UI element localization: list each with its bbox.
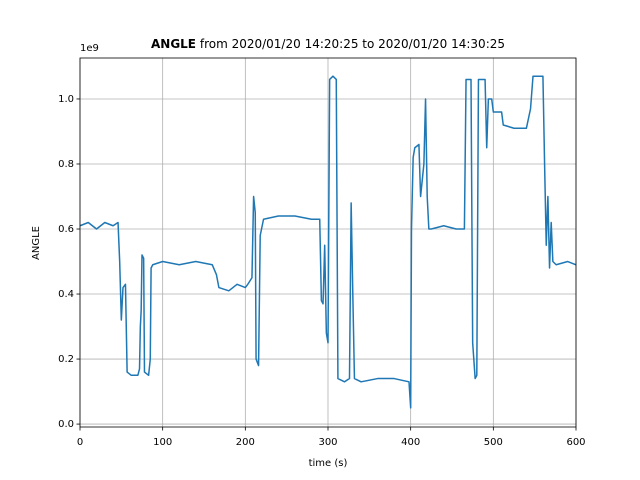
offset-label: 1e9 <box>80 43 99 54</box>
x-tick-label: 100 <box>153 437 172 448</box>
x-tick-label: 400 <box>401 437 420 448</box>
x-tick-label: 0 <box>77 437 83 448</box>
x-tick-label: 500 <box>484 437 503 448</box>
title-bold: ANGLE <box>151 37 196 51</box>
x-tick-label: 200 <box>236 437 255 448</box>
chart-title: ANGLE from 2020/01/20 14:20:25 to 2020/0… <box>151 37 505 51</box>
y-axis-label: ANGLE <box>31 226 42 260</box>
plot-frame <box>79 57 577 428</box>
x-axis-label: time (s) <box>309 458 348 469</box>
y-tick-label: 1.0 <box>58 94 74 105</box>
y-tick-label: 0.2 <box>58 354 74 365</box>
data-line <box>79 75 577 409</box>
x-tick-label: 600 <box>566 437 585 448</box>
y-tick-label: 0.6 <box>58 224 74 235</box>
y-tick-label: 0.0 <box>58 419 74 430</box>
title-rest: from 2020/01/20 14:20:25 to 2020/01/20 1… <box>200 37 505 51</box>
y-tick-label: 0.4 <box>58 289 74 300</box>
x-tick-label: 300 <box>318 437 337 448</box>
y-tick-label: 0.8 <box>58 159 74 170</box>
